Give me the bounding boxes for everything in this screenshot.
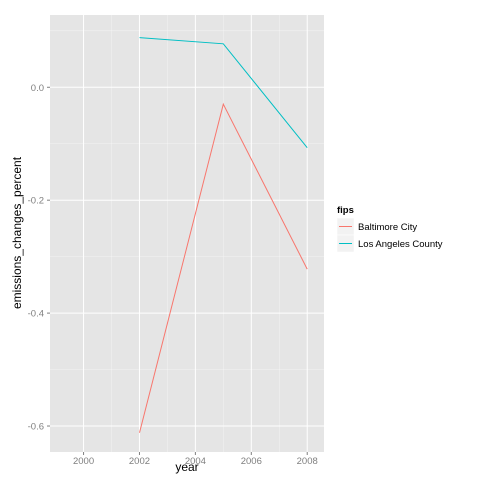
legend-label: Los Angeles County [358,239,443,250]
series-line-los-angeles-county [139,37,308,149]
x-tick-label: 2004 [185,456,206,467]
legend: fips Baltimore City Los Angeles County [336,205,443,253]
x-axis-title: year [175,460,198,474]
y-axis-title: emissions_changes_percent [10,156,24,309]
plot-panel [50,15,324,452]
legend-keys: Baltimore City Los Angeles County [336,217,443,253]
legend-label: Baltimore City [358,222,417,233]
legend-title: fips [337,205,354,216]
x-axis-ticks: 2000 2002 2004 2006 2008 [73,452,318,467]
legend-key-los-angeles-county: Los Angeles County [336,234,443,253]
y-axis-ticks: 0.0 -0.2 -0.4 -0.6 [28,83,50,433]
legend-key-baltimore-city: Baltimore City [336,217,417,236]
x-tick-label: 2008 [297,456,318,467]
y-tick-label: -0.6 [28,422,44,433]
series-line-baltimore-city [139,102,308,433]
y-tick-label: 0.0 [31,83,44,94]
y-tick-label: -0.4 [28,309,44,320]
x-tick-label: 2000 [73,456,94,467]
x-tick-label: 2002 [129,456,150,467]
series-lines [139,37,308,433]
minor-gridlines [50,15,324,452]
major-gridlines [50,15,324,452]
y-tick-label: -0.2 [28,196,44,207]
x-tick-label: 2006 [241,456,262,467]
